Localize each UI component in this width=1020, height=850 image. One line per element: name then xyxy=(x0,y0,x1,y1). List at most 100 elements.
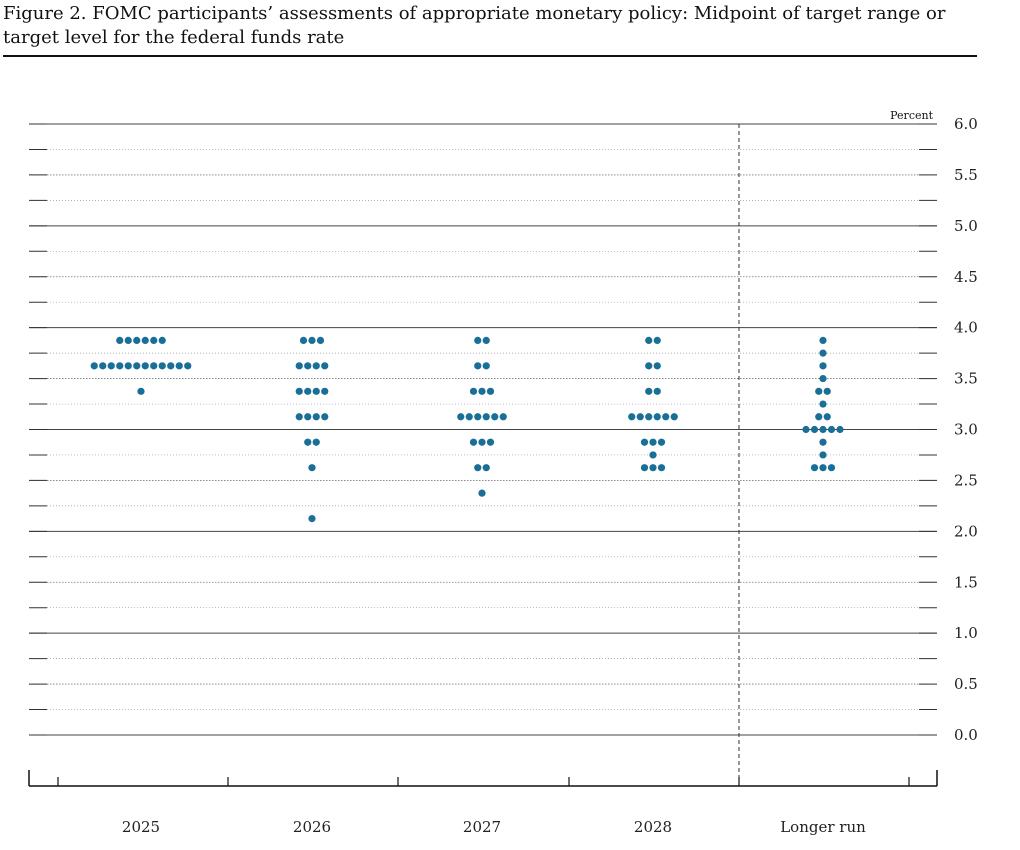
participant-dot xyxy=(90,362,98,370)
participant-dot xyxy=(819,425,827,434)
participant-dot xyxy=(482,362,490,370)
dot-layer xyxy=(90,336,844,523)
y-tick-label: 5.0 xyxy=(954,217,978,235)
participant-dot xyxy=(810,464,819,472)
participant-dot xyxy=(636,413,644,421)
x-category-label: 2027 xyxy=(463,818,501,836)
participant-dot xyxy=(815,413,823,421)
participant-dot xyxy=(478,387,486,395)
participant-dot xyxy=(465,413,473,421)
y-tick-label: 4.0 xyxy=(954,319,978,337)
participant-dot xyxy=(167,362,175,370)
axis-layer: 6.0 5.5 5.0 4.5 4.0 3.5 3.0 2.5 2.0 1.5 1.0 0.5 0.0 2… xyxy=(28,115,978,836)
y-tick-label: 5.5 xyxy=(954,166,978,184)
participant-dot xyxy=(815,387,823,395)
participant-dot xyxy=(649,451,657,459)
participant-dot xyxy=(457,413,465,421)
participant-dot xyxy=(645,362,653,370)
participant-dot xyxy=(827,464,836,472)
participant-dot xyxy=(150,362,158,370)
participant-dot xyxy=(823,387,831,395)
participant-dot xyxy=(308,515,316,523)
participant-dot xyxy=(304,413,312,421)
y-tick-label: 1.5 xyxy=(954,573,978,591)
participant-dot xyxy=(649,464,657,472)
participant-dot xyxy=(124,362,132,370)
y-tick-label: 0.5 xyxy=(954,675,978,693)
y-tick-label: 3.5 xyxy=(954,370,978,388)
participant-dot xyxy=(645,387,653,395)
participant-dot xyxy=(308,336,316,344)
y-tick-label: 6.0 xyxy=(954,115,978,133)
participant-dot xyxy=(819,451,827,459)
participant-dot xyxy=(670,413,678,421)
participant-dot xyxy=(827,425,836,434)
participant-dot xyxy=(499,413,507,421)
participant-dot xyxy=(802,425,810,434)
y-tick-label: 4.5 xyxy=(954,268,978,286)
participant-dot xyxy=(116,362,124,370)
y-tick-label: 0.0 xyxy=(954,726,978,744)
participant-dot xyxy=(116,336,124,344)
participant-dot xyxy=(474,413,482,421)
grid-layer xyxy=(29,123,937,736)
participant-dot xyxy=(810,425,819,434)
participant-dot xyxy=(819,400,827,408)
participant-dot xyxy=(295,387,303,395)
participant-dot xyxy=(491,413,499,421)
participant-dot xyxy=(124,336,132,344)
participant-dot xyxy=(99,362,107,370)
participant-dot xyxy=(304,362,312,370)
participant-dot xyxy=(474,336,482,344)
participant-dot xyxy=(653,387,661,395)
participant-dot xyxy=(150,336,158,344)
figure-title: Figure 2. FOMC participants’ assessments… xyxy=(3,3,946,48)
y-unit-label: Percent xyxy=(890,109,933,122)
participant-dot xyxy=(321,387,329,395)
participant-dot xyxy=(141,336,149,344)
participant-dot xyxy=(312,362,320,370)
x-category-label: 2026 xyxy=(293,818,331,836)
participant-dot xyxy=(478,489,486,497)
participant-dot xyxy=(474,464,482,472)
participant-dot xyxy=(299,336,308,344)
participant-dot xyxy=(486,438,495,446)
participant-dot xyxy=(819,438,827,446)
y-tick-label: 2.0 xyxy=(954,522,978,540)
participant-dot xyxy=(819,336,827,344)
participant-dot xyxy=(133,362,141,370)
participant-dot xyxy=(819,362,827,370)
participant-dot xyxy=(819,349,827,357)
participant-dot xyxy=(653,413,661,421)
x-category-label: 2028 xyxy=(634,818,672,836)
participant-dot xyxy=(469,438,478,446)
participant-dot xyxy=(645,413,653,421)
x-category-label: 2025 xyxy=(122,818,160,836)
participant-dot xyxy=(158,336,166,344)
participant-dot xyxy=(653,362,661,370)
participant-dot xyxy=(823,413,831,421)
participant-dot xyxy=(653,336,661,344)
participant-dot xyxy=(295,413,303,421)
participant-dot xyxy=(649,438,657,446)
participant-dot xyxy=(295,362,303,370)
participant-dot xyxy=(482,464,490,472)
participant-dot xyxy=(312,438,320,446)
participant-dot xyxy=(175,362,183,370)
participant-dot xyxy=(137,387,145,395)
participant-dot xyxy=(819,464,827,472)
participant-dot xyxy=(312,413,320,421)
participant-dot xyxy=(304,438,312,446)
participant-dot xyxy=(662,413,670,421)
participant-dot xyxy=(640,438,649,446)
x-category-label: Longer run xyxy=(780,818,866,836)
participant-dot xyxy=(640,464,649,472)
title-rule xyxy=(3,55,977,57)
participant-dot xyxy=(304,387,312,395)
participant-dot xyxy=(657,438,666,446)
participant-dot xyxy=(474,362,482,370)
participant-dot xyxy=(469,387,478,395)
participant-dot xyxy=(107,362,115,370)
participant-dot xyxy=(158,362,166,370)
